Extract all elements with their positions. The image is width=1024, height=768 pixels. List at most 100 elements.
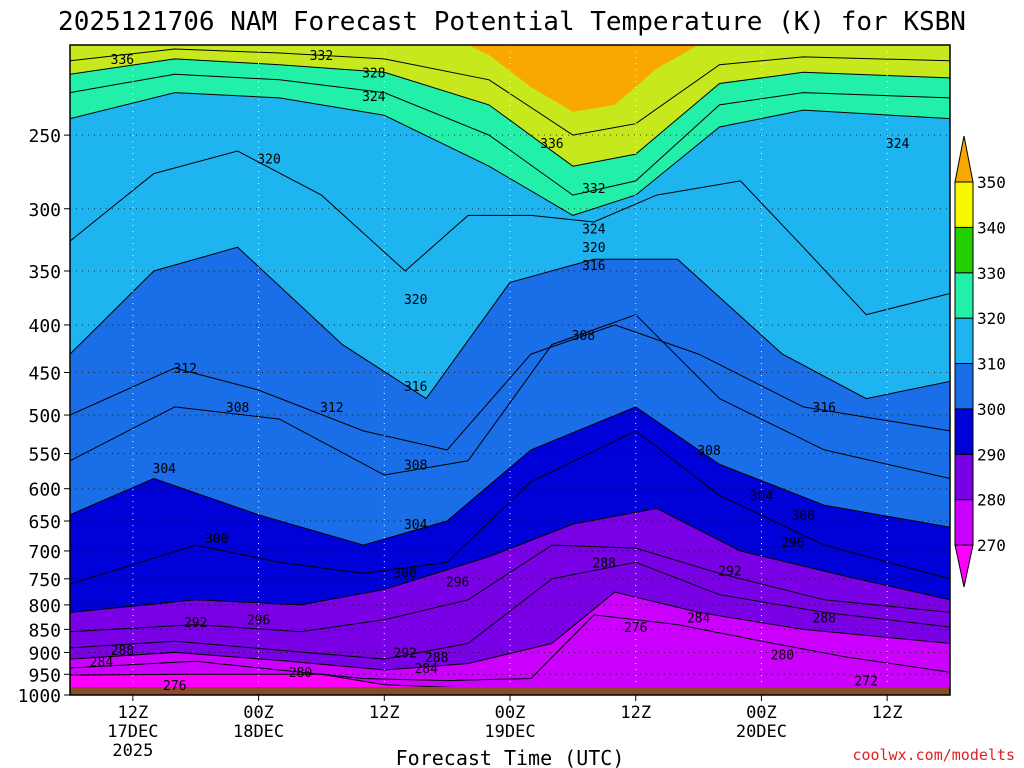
contour-label: 284 bbox=[90, 655, 114, 670]
y-tick-label: 600 bbox=[28, 480, 61, 501]
isentrope-312 bbox=[70, 324, 950, 451]
colorbar-label: 300 bbox=[977, 400, 1006, 419]
contour-label: 272 bbox=[854, 675, 877, 690]
contour-label: 320 bbox=[257, 153, 280, 168]
credit-link[interactable]: coolwx.com/modelts bbox=[852, 746, 1015, 764]
isentrope-324 bbox=[70, 92, 950, 216]
contour-label: 292 bbox=[718, 565, 741, 580]
x-tick-label: 12Z bbox=[117, 703, 148, 723]
x-tick-label: 2025 bbox=[112, 741, 153, 761]
contour-label: 304 bbox=[750, 489, 774, 504]
y-tick-label: 800 bbox=[28, 596, 61, 617]
contour-label: 312 bbox=[173, 362, 196, 377]
contour-labels: 336 332 328 324 336 332 324 320 316 324 320 320 308 3… bbox=[90, 49, 910, 694]
chart-title: 2025121706 NAM Forecast Potential Temper… bbox=[58, 7, 966, 37]
isentrope-296 bbox=[70, 507, 950, 613]
isentrope-336 bbox=[70, 48, 950, 136]
isentrope-320 bbox=[70, 150, 950, 316]
contour-label: 312 bbox=[320, 401, 343, 416]
contour-label: 332 bbox=[310, 49, 333, 64]
contour-label: 304 bbox=[404, 518, 428, 533]
ground-fill bbox=[70, 687, 950, 695]
contour-label: 300 bbox=[205, 532, 228, 547]
y-tick-label: 400 bbox=[28, 316, 61, 337]
contour-label: 276 bbox=[624, 621, 647, 636]
contour-label: 316 bbox=[813, 401, 836, 416]
colorbar-segment bbox=[954, 363, 974, 410]
colorbar-high-arrow bbox=[954, 135, 974, 183]
grid-lines bbox=[70, 45, 950, 695]
y-tick-label: 900 bbox=[28, 643, 61, 664]
isentrope-300 bbox=[70, 430, 950, 585]
isentrope-308 bbox=[70, 314, 950, 479]
contour-label: 308 bbox=[572, 329, 595, 344]
y-axis: 2503003504004505005506006507007508008509… bbox=[18, 126, 70, 707]
colorbar-segment bbox=[954, 317, 974, 364]
contour-label: 292 bbox=[184, 616, 207, 631]
colorbar-label: 310 bbox=[977, 355, 1006, 374]
isentrope-292 bbox=[70, 544, 950, 633]
contour-label: 288 bbox=[111, 644, 134, 659]
y-tick-label: 700 bbox=[28, 542, 61, 563]
contour-label: 308 bbox=[226, 401, 249, 416]
x-tick-label: 20DEC bbox=[736, 722, 787, 742]
contour-label: 296 bbox=[247, 614, 270, 629]
contour-label: 332 bbox=[582, 182, 605, 197]
y-tick-label: 950 bbox=[28, 665, 61, 686]
contour-label: 308 bbox=[697, 444, 720, 459]
x-tick-label: 00Z bbox=[243, 703, 274, 723]
contour-label: 304 bbox=[153, 462, 177, 477]
colorbar-segment bbox=[954, 272, 974, 319]
contour-label: 280 bbox=[289, 666, 312, 681]
contour-label: 320 bbox=[404, 293, 427, 308]
y-tick-label: 1000 bbox=[18, 686, 61, 707]
contour-label: 284 bbox=[414, 662, 438, 677]
isentrope-288 bbox=[70, 561, 950, 660]
colorbar-segment bbox=[954, 408, 974, 455]
contour-label: 316 bbox=[582, 259, 605, 274]
isentrope-284 bbox=[70, 591, 950, 671]
colorbar-label: 350 bbox=[977, 173, 1006, 192]
contour-label: 324 bbox=[886, 137, 910, 152]
colorbar-segment bbox=[954, 453, 974, 501]
colorbar: 270 280 290 300 310 320 330 340 350 bbox=[954, 135, 1006, 588]
band-warm-core bbox=[468, 45, 699, 112]
contour-label: 288 bbox=[425, 651, 448, 666]
y-tick-label: 350 bbox=[28, 262, 61, 283]
x-axis-label: Forecast Time (UTC) bbox=[396, 746, 625, 768]
contour-label: 288 bbox=[813, 611, 836, 626]
isentrope-332 bbox=[70, 58, 950, 167]
contour-label: 320 bbox=[582, 241, 605, 256]
colorbar-segment bbox=[954, 181, 974, 228]
isentrope-304 bbox=[70, 406, 950, 546]
x-tick-label: 12Z bbox=[620, 703, 651, 723]
x-tick-label: 12Z bbox=[369, 703, 400, 723]
contour-label: 280 bbox=[771, 649, 794, 664]
contour-label: 284 bbox=[687, 611, 711, 626]
colorbar-segment bbox=[954, 226, 974, 274]
contour-label: 276 bbox=[163, 679, 186, 694]
contour-label: 296 bbox=[446, 575, 469, 590]
y-tick-label: 850 bbox=[28, 620, 61, 641]
contour-label: 336 bbox=[540, 137, 563, 152]
contour-label: 288 bbox=[593, 556, 616, 571]
colorbar-label: 280 bbox=[977, 491, 1006, 510]
colorbar-label: 270 bbox=[977, 536, 1006, 555]
x-tick-label: 18DEC bbox=[233, 722, 284, 742]
x-tick-label: 17DEC bbox=[107, 722, 158, 742]
x-tick-label: 12Z bbox=[872, 703, 903, 723]
y-tick-label: 500 bbox=[28, 406, 61, 427]
y-tick-label: 550 bbox=[28, 445, 61, 466]
filled-contours bbox=[70, 45, 950, 695]
colorbar-segment bbox=[954, 499, 974, 546]
contour-label: 324 bbox=[362, 90, 386, 105]
y-tick-label: 300 bbox=[28, 200, 61, 221]
contour-label: 296 bbox=[781, 536, 804, 551]
x-tick-label: 00Z bbox=[746, 703, 777, 723]
x-tick-label: 00Z bbox=[495, 703, 526, 723]
contour-label: 328 bbox=[362, 66, 385, 81]
contour-label: 292 bbox=[393, 646, 416, 661]
y-tick-label: 250 bbox=[28, 126, 61, 147]
